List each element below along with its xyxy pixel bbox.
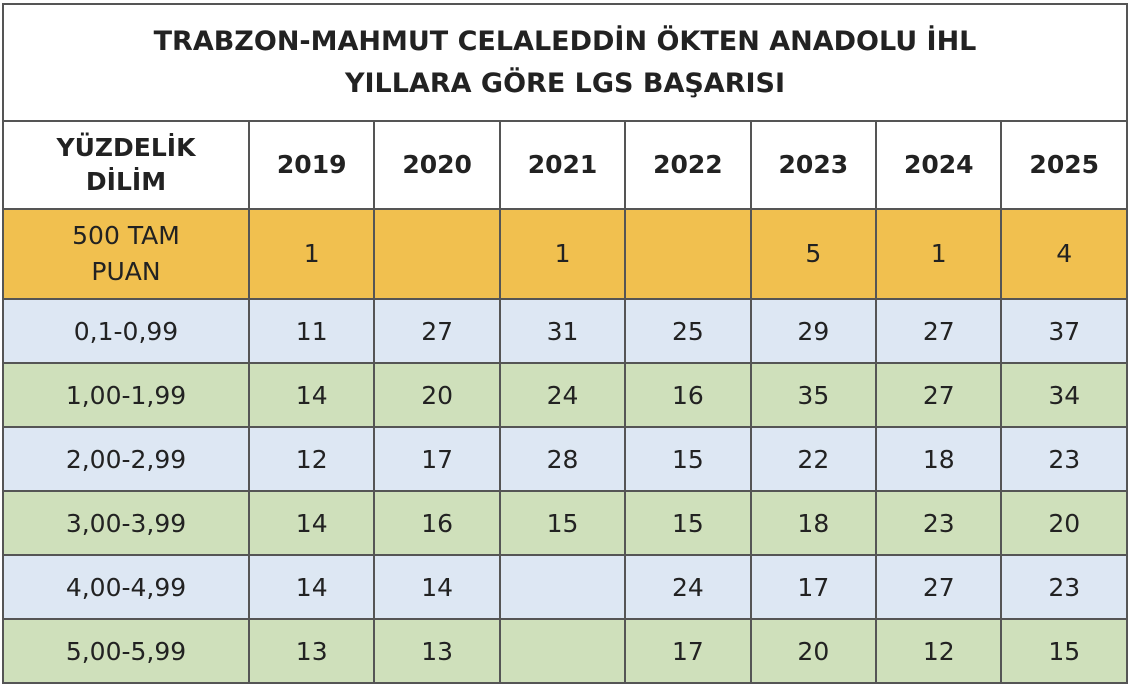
table-cell: 22 (749, 426, 878, 492)
header-year: 2022 (624, 120, 752, 210)
table-cell: 29 (749, 298, 878, 364)
lgs-success-table: TRABZON-MAHMUT CELALEDDİN ÖKTEN ANADOLU … (2, 3, 1128, 684)
header-percentile-line2: DİLİM (85, 167, 167, 196)
table-cell: 15 (1000, 618, 1128, 684)
table-row: 500 TAM PUAN 1 1 5 1 4 (2, 208, 1128, 300)
row-label: 3,00-3,99 (2, 490, 250, 556)
table-cell: 23 (875, 490, 1003, 556)
row-label-line1: 3,00-3,99 (65, 508, 187, 538)
header-year: 2024 (875, 120, 1003, 210)
table-cell: 27 (875, 298, 1003, 364)
table-cell: 27 (875, 554, 1003, 620)
table-cell: 1 (247, 208, 376, 300)
table-cell (373, 208, 501, 300)
row-label-line1: 500 TAM (72, 221, 180, 250)
table-cell: 14 (373, 554, 501, 620)
row-label-line2: PUAN (91, 257, 161, 286)
table-row: 3,00-3,99 14 16 15 15 18 23 20 (2, 490, 1128, 556)
row-label-line1: 4,00-4,99 (65, 572, 187, 602)
table-cell: 27 (373, 298, 501, 364)
table-row: 4,00-4,99 14 14 24 17 27 23 (2, 554, 1128, 620)
row-label: 5,00-5,99 (2, 618, 250, 684)
table-cell: 14 (247, 490, 376, 556)
table-cell: 5 (749, 208, 878, 300)
table-cell: 14 (247, 554, 376, 620)
table-cell: 23 (1000, 554, 1128, 620)
table-row: 0,1-0,99 11 27 31 25 29 27 37 (2, 298, 1128, 364)
header-year: 2019 (247, 120, 376, 210)
header-year: 2023 (749, 120, 878, 210)
table-cell: 1 (498, 208, 627, 300)
table-cell: 15 (498, 490, 627, 556)
table-cell: 28 (498, 426, 627, 492)
header-year: 2020 (373, 120, 501, 210)
table-cell: 37 (1000, 298, 1128, 364)
table-cell: 24 (624, 554, 752, 620)
table-title: TRABZON-MAHMUT CELALEDDİN ÖKTEN ANADOLU … (2, 3, 1128, 122)
table-cell: 20 (749, 618, 878, 684)
table-cell: 35 (749, 362, 878, 428)
table-cell: 17 (373, 426, 501, 492)
table-cell: 16 (624, 362, 752, 428)
row-label: 2,00-2,99 (2, 426, 250, 492)
row-label: 0,1-0,99 (2, 298, 250, 364)
table-cell (624, 208, 752, 300)
table-cell: 17 (624, 618, 752, 684)
table-cell: 1 (875, 208, 1003, 300)
header-year: 2021 (498, 120, 627, 210)
header-percentile: YÜZDELİK DİLİM (2, 120, 250, 210)
title-line-1: TRABZON-MAHMUT CELALEDDİN ÖKTEN ANADOLU … (153, 25, 977, 57)
header-percentile-line1: YÜZDELİK (56, 133, 196, 162)
row-label: 1,00-1,99 (2, 362, 250, 428)
table-cell (498, 618, 627, 684)
table-cell: 15 (624, 490, 752, 556)
table-cell: 24 (498, 362, 627, 428)
table-cell: 12 (247, 426, 376, 492)
table-cell: 18 (875, 426, 1003, 492)
table-cell: 20 (1000, 490, 1128, 556)
table-cell: 12 (875, 618, 1003, 684)
row-label-line1: 0,1-0,99 (73, 316, 179, 346)
table-cell: 31 (498, 298, 627, 364)
table-cell: 17 (749, 554, 878, 620)
table-cell: 18 (749, 490, 878, 556)
table-cell: 27 (875, 362, 1003, 428)
table-cell: 11 (247, 298, 376, 364)
header-year: 2025 (1000, 120, 1128, 210)
table-cell: 20 (373, 362, 501, 428)
table-cell: 14 (247, 362, 376, 428)
row-label: 500 TAM PUAN (2, 208, 250, 300)
table-cell: 23 (1000, 426, 1128, 492)
table-cell: 13 (247, 618, 376, 684)
row-label: 4,00-4,99 (2, 554, 250, 620)
table-cell: 4 (1000, 208, 1128, 300)
title-line-2: YILLARA GÖRE LGS BAŞARISI (344, 67, 786, 99)
table-cell: 16 (373, 490, 501, 556)
table-cell (498, 554, 627, 620)
table-row: 1,00-1,99 14 20 24 16 35 27 34 (2, 362, 1128, 428)
table-cell: 13 (373, 618, 501, 684)
row-label-line1: 2,00-2,99 (65, 444, 187, 474)
table-row: 5,00-5,99 13 13 17 20 12 15 (2, 618, 1128, 684)
row-label-line1: 5,00-5,99 (65, 636, 187, 666)
header-row: YÜZDELİK DİLİM 2019 2020 2021 2022 2023 … (2, 120, 1128, 210)
table-cell: 15 (624, 426, 752, 492)
table-cell: 25 (624, 298, 752, 364)
table-cell: 34 (1000, 362, 1128, 428)
row-label-line1: 1,00-1,99 (65, 380, 187, 410)
table-row: 2,00-2,99 12 17 28 15 22 18 23 (2, 426, 1128, 492)
